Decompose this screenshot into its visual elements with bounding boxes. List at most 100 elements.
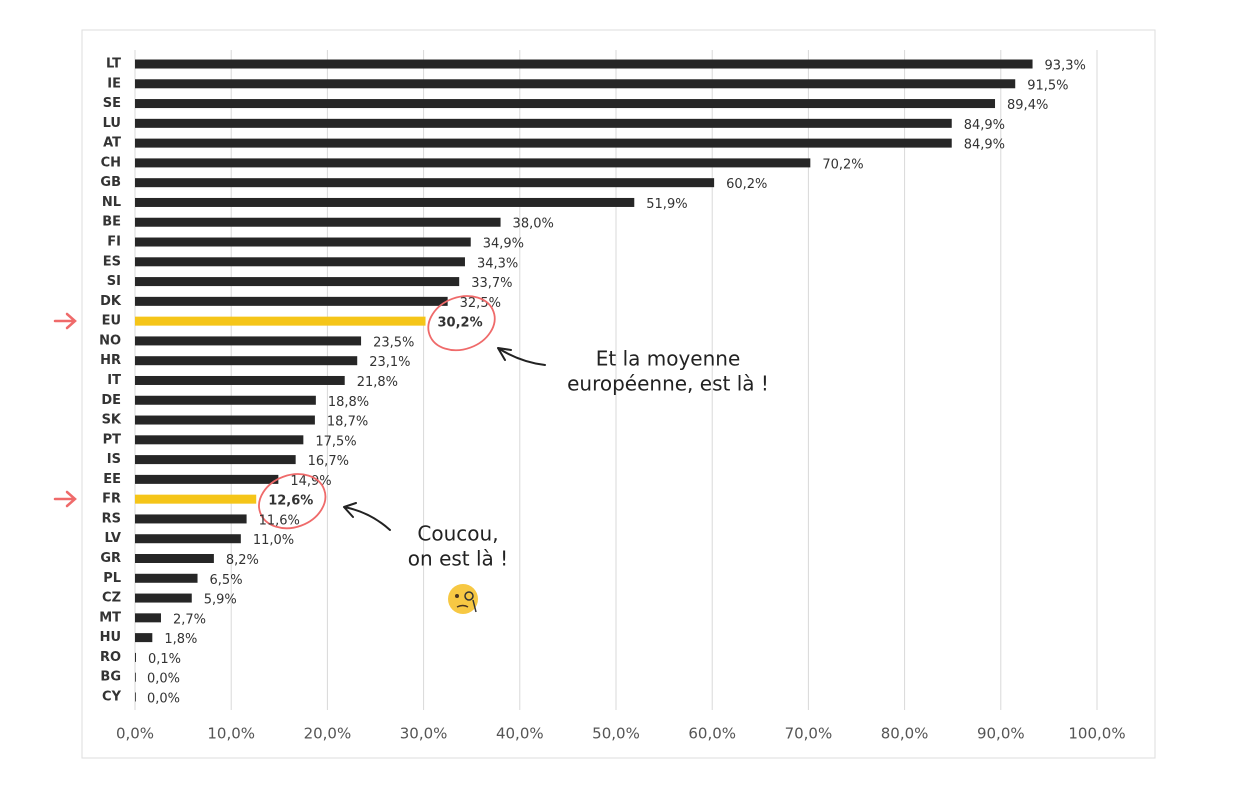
value-label: 34,3% — [477, 256, 518, 271]
y-tick-label: DE — [101, 393, 121, 408]
annotation: européenne, est là ! — [567, 372, 769, 396]
y-tick-label: HU — [100, 630, 121, 645]
value-label: 0,0% — [147, 691, 180, 706]
y-tick-label: IE — [107, 76, 121, 91]
value-label: 11,6% — [259, 513, 300, 528]
bar — [135, 633, 153, 643]
y-tick-label: SE — [103, 96, 121, 111]
callout-arrows — [343, 347, 546, 531]
value-label: 2,7% — [173, 612, 206, 627]
bar — [135, 672, 136, 682]
bar — [135, 613, 161, 623]
y-tick-label: NL — [102, 195, 121, 210]
value-label: 6,5% — [210, 573, 243, 588]
annotation: on est là ! — [408, 547, 508, 571]
bar — [135, 217, 501, 227]
y-tick-label: SK — [102, 413, 122, 428]
y-tick-label: RS — [102, 511, 121, 526]
value-label: 8,2% — [226, 553, 259, 568]
bar — [135, 395, 316, 405]
bar — [135, 59, 1033, 69]
y-tick-label: LV — [104, 531, 121, 546]
annotation: Et la moyenne — [596, 347, 741, 371]
chart-frame — [81, 29, 1156, 759]
bar — [135, 474, 279, 484]
x-tick-label: 90,0% — [977, 725, 1025, 743]
y-tick-label: HR — [100, 353, 121, 368]
bar — [135, 158, 811, 168]
value-label: 51,9% — [646, 197, 687, 212]
value-label: 93,3% — [1045, 59, 1086, 74]
bar — [135, 534, 241, 544]
x-tick-label: 80,0% — [881, 725, 929, 743]
y-tick-label: CZ — [102, 591, 121, 606]
value-label: 60,2% — [726, 177, 767, 192]
x-tick-label: 70,0% — [785, 725, 833, 743]
value-label: 30,2% — [438, 316, 483, 331]
y-tick-label: IS — [107, 452, 121, 467]
value-label: 84,9% — [964, 138, 1005, 153]
bar — [135, 197, 635, 207]
value-label: 34,9% — [483, 237, 524, 252]
x-tick-label: 100,0% — [1068, 725, 1125, 743]
y-tick-label: MT — [99, 610, 121, 625]
y-tick-label: PT — [103, 432, 122, 447]
bar — [135, 554, 214, 563]
bar — [135, 356, 358, 366]
bar — [135, 296, 448, 306]
bar — [135, 692, 136, 702]
value-label: 18,8% — [328, 395, 369, 410]
value-label: 23,5% — [373, 335, 414, 350]
value-label: 12,6% — [268, 494, 313, 509]
y-tick-label: LU — [103, 116, 121, 131]
y-tick-label: EU — [102, 314, 121, 329]
pointer-arrows — [53, 312, 77, 508]
highlight-circle — [258, 473, 327, 530]
value-label: 23,1% — [369, 355, 410, 370]
bar — [135, 178, 715, 188]
value-label: 21,8% — [357, 375, 398, 390]
x-tick-label: 40,0% — [496, 725, 544, 743]
value-label: 5,9% — [204, 593, 237, 608]
bar — [135, 237, 471, 247]
bar — [135, 435, 304, 445]
value-label: 91,5% — [1027, 78, 1068, 93]
bar — [135, 316, 426, 326]
y-tick-label: EE — [103, 472, 121, 487]
bar — [135, 573, 198, 583]
value-label: 0,1% — [148, 652, 181, 667]
value-label: 70,2% — [822, 157, 863, 172]
value-label: 16,7% — [308, 454, 349, 469]
bar — [135, 494, 257, 504]
bar — [135, 336, 362, 346]
bar — [135, 593, 192, 603]
x-tick-label: 10,0% — [207, 725, 255, 743]
y-tick-label: GB — [100, 175, 121, 190]
x-tick-label: 30,0% — [400, 725, 448, 743]
value-label: 33,7% — [471, 276, 512, 291]
value-label: 38,0% — [513, 217, 554, 232]
y-tick-label: FR — [102, 492, 121, 507]
bar — [135, 138, 952, 148]
y-tick-label: PL — [103, 571, 121, 586]
bar — [135, 277, 460, 287]
x-tick-label: 50,0% — [592, 725, 640, 743]
y-tick-label: AT — [103, 136, 121, 151]
bar — [135, 257, 465, 267]
y-tick-label: DK — [100, 294, 122, 309]
y-tick-label: BE — [102, 215, 121, 230]
value-label: 89,4% — [1007, 98, 1048, 113]
y-tick-label: FI — [107, 235, 121, 250]
annotation: Coucou, — [417, 522, 498, 546]
y-tick-label: IT — [107, 373, 121, 388]
y-tick-label: SI — [107, 274, 121, 289]
value-label: 1,8% — [164, 632, 197, 647]
value-label: 17,5% — [315, 434, 356, 449]
value-label: 84,9% — [964, 118, 1005, 133]
bar — [135, 99, 996, 109]
bar — [135, 415, 315, 425]
bar — [135, 375, 345, 385]
bar — [135, 79, 1016, 89]
y-tick-label: RO — [100, 650, 121, 665]
y-tick-label: GR — [100, 551, 121, 566]
